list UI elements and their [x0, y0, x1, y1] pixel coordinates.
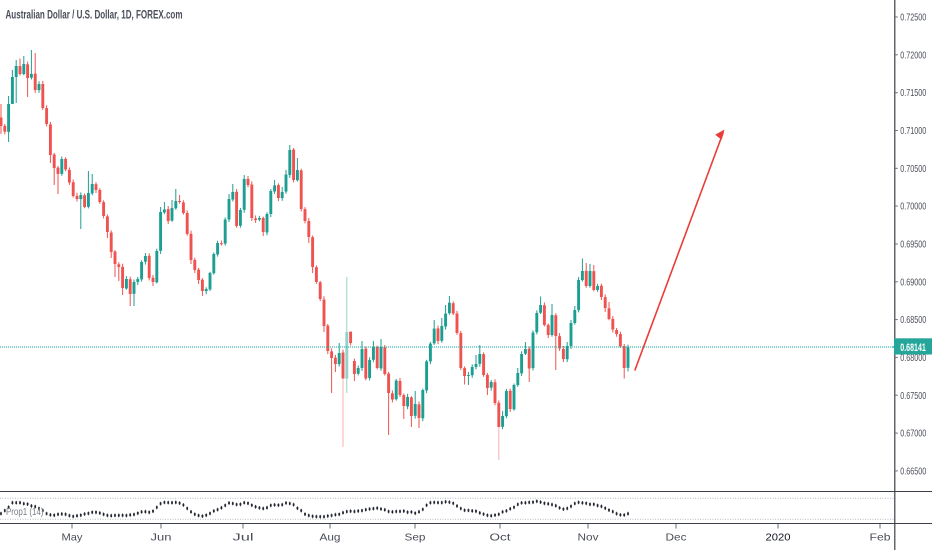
svg-text:0.70500: 0.70500	[900, 163, 926, 175]
svg-text:Jul: Jul	[233, 532, 254, 544]
svg-text:0.71500: 0.71500	[900, 87, 926, 99]
svg-text:Dec: Dec	[666, 532, 687, 544]
svg-text:0.72500: 0.72500	[900, 12, 926, 24]
svg-text:May: May	[62, 532, 84, 544]
svg-text:Oct: Oct	[490, 532, 511, 544]
svg-text:Nov: Nov	[578, 532, 600, 544]
svg-text:0.71000: 0.71000	[900, 125, 926, 137]
svg-text:0.68500: 0.68500	[900, 314, 926, 326]
svg-text:0.68000: 0.68000	[900, 352, 926, 364]
svg-text:Prop1 (14): Prop1 (14)	[6, 507, 44, 518]
svg-text:0.67000: 0.67000	[900, 428, 926, 440]
svg-text:Jun: Jun	[151, 532, 172, 544]
svg-text:0.70000: 0.70000	[900, 201, 926, 213]
svg-text:0.66500: 0.66500	[900, 466, 926, 478]
svg-text:Aug: Aug	[320, 532, 341, 544]
svg-text:0.68141: 0.68141	[900, 342, 926, 354]
svg-text:0.72000: 0.72000	[900, 49, 926, 61]
svg-text:Feb: Feb	[870, 532, 891, 544]
svg-text:Sep: Sep	[405, 532, 426, 544]
svg-text:Australian Dollar / U.S. Dolla: Australian Dollar / U.S. Dollar, 1D, FOR…	[6, 8, 183, 22]
svg-text:0.69000: 0.69000	[900, 276, 926, 288]
svg-text:2020: 2020	[766, 532, 791, 544]
svg-text:0.67500: 0.67500	[900, 390, 926, 402]
svg-text:0.69500: 0.69500	[900, 239, 926, 251]
